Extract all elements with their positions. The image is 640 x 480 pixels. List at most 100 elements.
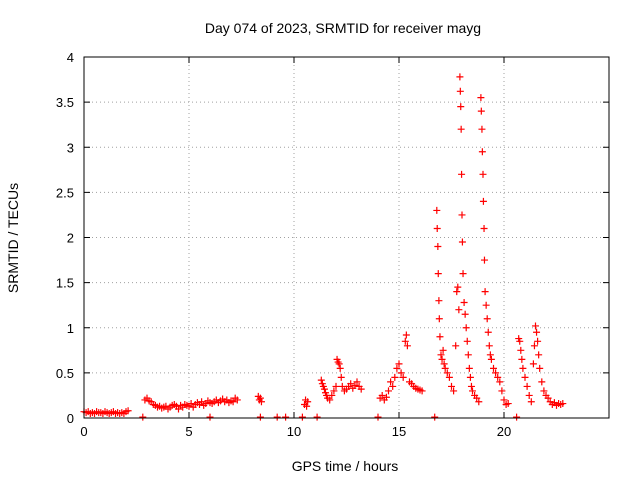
data-point [534,337,542,345]
data-point [457,125,465,133]
data-point [456,73,464,81]
data-point [530,342,538,350]
data-point [440,360,448,368]
data-point [484,328,492,336]
data-point [464,351,472,359]
data-point [525,391,533,399]
data-point [434,243,442,251]
data-point [482,301,490,309]
y-tick-label: 3.5 [56,95,74,110]
data-point [317,376,325,384]
data-point [478,148,486,156]
data-point [453,288,461,296]
data-point [535,351,543,359]
data-point [496,378,504,386]
y-tick-label: 0.5 [56,366,74,381]
data-point [401,337,409,345]
data-point [332,382,340,390]
data-point [437,351,445,359]
data-point [351,382,359,390]
data-point [438,355,446,363]
data-point [454,283,462,291]
data-point [397,369,405,377]
data-point [475,398,483,406]
data-point [320,385,328,393]
data-point [461,310,469,318]
data-point [544,394,552,402]
data-point [187,400,195,408]
data-point [478,125,486,133]
data-point [435,315,443,323]
data-point [198,398,206,406]
data-point [433,206,441,214]
data-point [527,398,535,406]
data-point [477,107,485,115]
data-point [456,87,464,95]
y-axis-label: SRMTID / TECUs [5,183,21,293]
grid-lines [84,57,609,418]
axis-ticks: 0 5 10 15 20 0 0.5 1 1.5 2 2.5 3 3.5 4 [56,50,609,439]
data-point [480,256,488,264]
data-point [513,413,521,421]
data-point [536,364,544,372]
data-point [347,380,355,388]
data-point [338,382,346,390]
data-point [500,396,508,404]
data-point [256,394,264,402]
data-point [328,391,336,399]
data-point [490,364,497,372]
data-point [458,211,466,219]
data-point [485,342,493,350]
data-point [402,331,410,339]
data-point [124,407,132,415]
data-point [450,387,458,395]
data-point [336,364,344,372]
data-point [403,342,411,350]
data-point [391,373,399,381]
data-point [479,197,487,205]
data-point [313,413,321,421]
data-point [389,382,397,390]
y-tick-label: 2 [67,231,74,246]
data-point [498,387,506,395]
data-point [337,373,345,381]
data-point [529,360,537,368]
y-tick-label: 2.5 [56,185,74,200]
data-point [467,382,475,390]
data-point [357,385,365,393]
data-point [395,360,403,368]
data-point [540,387,548,395]
y-tick-label: 0 [67,411,74,426]
data-point [457,103,465,111]
data-point [445,373,453,381]
data-point [516,337,524,345]
data-point [303,402,311,410]
x-tick-label: 0 [80,424,87,439]
data-point [304,398,312,406]
y-tick-label: 4 [67,50,74,65]
data-point [257,398,265,406]
y-tick-label: 1.5 [56,276,74,291]
data-point [385,387,392,395]
data-point [139,413,147,421]
data-point [473,394,481,402]
data-point [487,355,495,363]
data-point [273,413,281,421]
data-points [80,73,567,421]
data-point [492,369,500,377]
data-point [458,238,466,246]
x-tick-label: 20 [497,424,511,439]
data-point [353,378,361,386]
data-point [282,413,290,421]
data-point [233,396,241,404]
data-point [463,337,471,345]
data-point [532,322,539,330]
data-point [519,364,527,372]
data-point [458,170,466,178]
data-point [256,413,264,421]
data-point [462,324,470,332]
data-point [387,378,395,386]
data-point [382,393,390,401]
data-point [436,333,444,341]
